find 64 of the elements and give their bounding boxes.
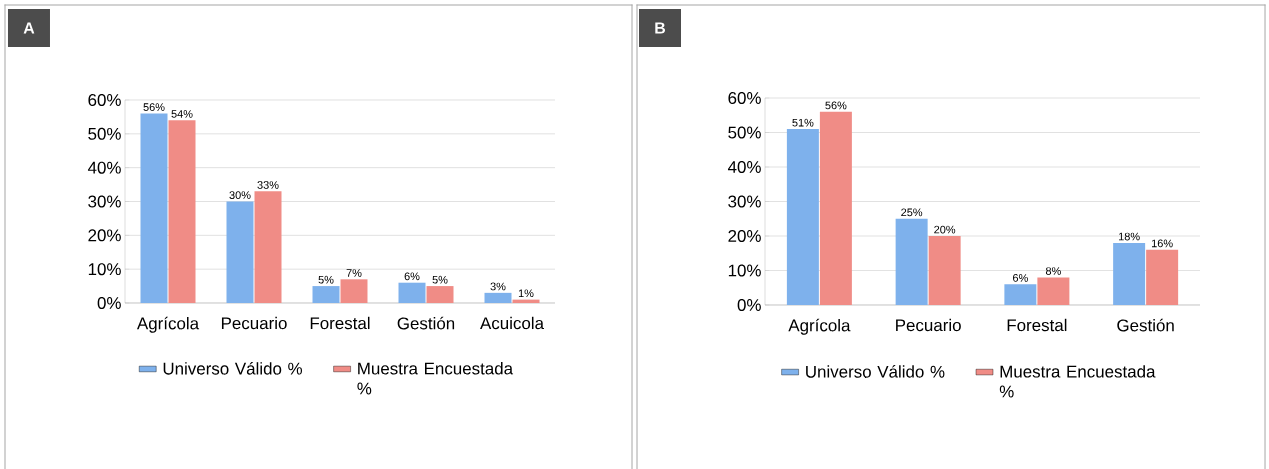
y-tick-label: 0% [97,297,121,309]
y-tick-label: 10% [88,263,121,276]
data-label: 16% [1152,239,1173,248]
chart-title: B [655,22,666,34]
legend-label: Muestra Encuestada % [999,365,1156,398]
bar [426,286,454,303]
y-tick-label: 40% [727,161,761,173]
bar [226,201,254,303]
data-label: 7% [346,269,362,277]
x-tick-label: Forestal [310,316,370,330]
x-tick-label: Agrícola [136,316,200,333]
bar [484,292,512,303]
bar [895,218,928,305]
data-label: 6% [404,272,420,281]
x-tick-label: Agrícola [788,318,851,335]
x-tick-label: Gestión [1117,318,1174,332]
legend-label: Muestra Encuestada % [357,362,514,395]
data-label: 5% [318,275,334,284]
data-label: 20% [934,225,956,234]
data-label: 51% [792,118,814,127]
data-label: 33% [257,181,279,189]
y-tick-label: 20% [88,229,121,242]
y-tick-label: 10% [728,264,761,277]
bar [1113,242,1146,305]
y-tick-label: 40% [87,161,121,174]
bar [398,282,426,303]
x-tick-label: Acuicola [480,316,544,330]
chart-title: A [23,22,35,34]
x-tick-label: Pecuario [221,316,287,330]
bar [340,279,368,303]
data-label: 18% [1119,232,1140,241]
y-tick-label: 30% [728,195,761,208]
bar [140,113,168,303]
data-label: 25% [901,208,923,217]
bar [819,111,852,305]
data-label: 1% [518,289,534,298]
bar [928,236,961,305]
data-label: 3% [490,282,506,291]
bar [1146,249,1179,305]
y-tick-label: 50% [88,127,121,140]
bar [1004,284,1037,305]
bar [312,286,340,303]
data-label: 54% [171,110,193,118]
legend-label: Universo Válido % [163,362,303,375]
x-tick-label: Forestal [1007,318,1067,332]
data-label: 56% [825,101,847,110]
y-tick-label: 0% [737,299,761,311]
x-tick-label: Pecuario [896,318,961,332]
y-tick-label: 50% [728,126,761,139]
y-tick-label: 60% [88,94,121,106]
data-label: 5% [432,275,448,284]
legend-label: Universo Válido % [806,365,945,378]
y-tick-label: 30% [88,195,121,208]
x-tick-label: Gestión [397,316,455,330]
data-label: 30% [229,191,251,199]
data-label: 56% [143,103,165,112]
bar [1037,277,1070,305]
bar [254,191,282,303]
bar [168,120,196,303]
y-tick-label: 60% [728,92,761,104]
data-label: 8% [1045,267,1061,275]
data-label: 6% [1013,274,1028,282]
y-tick-label: 20% [728,230,761,242]
bar [786,129,819,305]
